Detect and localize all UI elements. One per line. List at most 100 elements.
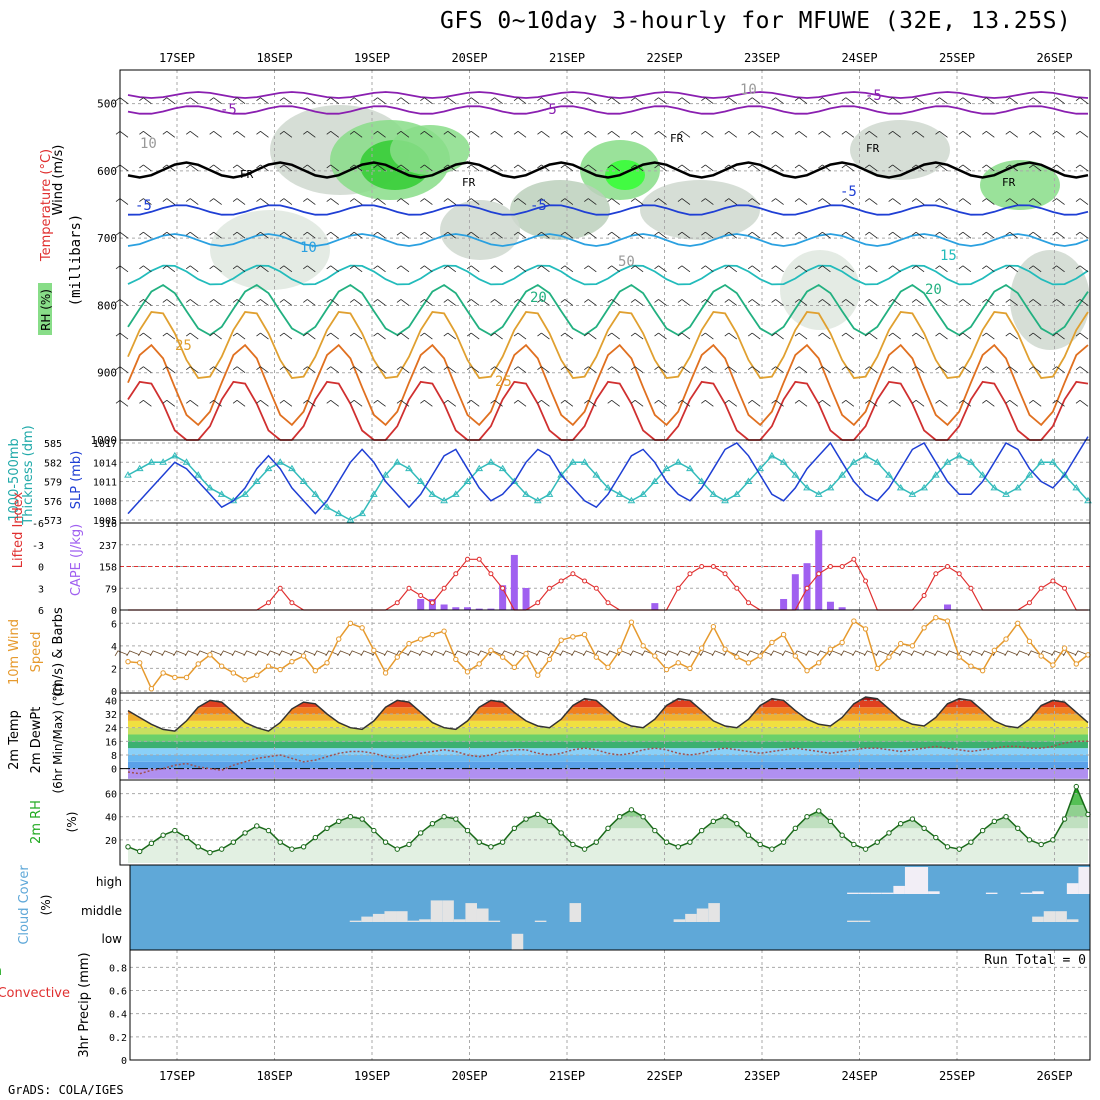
rh2m-line-marker — [1038, 841, 1044, 848]
rh-band — [128, 793, 1088, 806]
wind-speed-line-marker — [1038, 653, 1044, 659]
wind-speed-line-marker — [956, 654, 962, 660]
wind-barb — [513, 299, 527, 306]
rh2m-line-marker — [535, 811, 541, 818]
lifted-index-marker — [453, 571, 459, 577]
rh2m-line-marker — [675, 844, 681, 850]
wind-barb — [466, 332, 480, 340]
wind-barb — [794, 400, 808, 407]
wind-barb — [888, 198, 901, 205]
wind-barb — [196, 650, 211, 657]
wind-speed-line-marker — [125, 658, 131, 665]
wind-barb — [724, 198, 738, 205]
thickness-line-marker — [838, 471, 847, 478]
wind-barb — [256, 231, 269, 239]
wind-speed-line-marker — [897, 640, 904, 647]
wind-barb — [865, 299, 878, 306]
wind-barb — [442, 650, 456, 657]
rh2m-line-marker — [792, 825, 799, 831]
wind-barb — [373, 130, 386, 138]
rh2m-line-marker — [862, 846, 869, 852]
wind-barb — [1074, 650, 1089, 657]
rh2m-line-marker — [488, 844, 494, 850]
wind-barb — [139, 400, 152, 407]
lifted-index-marker — [745, 600, 751, 606]
wind-barb — [373, 400, 386, 407]
wind-barb — [771, 130, 784, 138]
contour-label: 10 — [740, 82, 757, 98]
wind-barb — [162, 164, 176, 172]
wind-barb — [982, 97, 995, 104]
wind-barb — [326, 299, 339, 306]
wind-barb — [407, 650, 421, 657]
thickness-line-marker — [732, 490, 741, 497]
wind-barb — [841, 299, 855, 306]
wind-barb — [396, 130, 410, 138]
wind-speed-line-marker — [453, 656, 459, 663]
wind-barb — [584, 130, 597, 138]
wind-barb — [513, 130, 527, 138]
lifted-index-marker — [921, 593, 927, 598]
cape-bar — [791, 574, 799, 610]
wind-speed-line-marker — [593, 654, 599, 660]
wind-barb — [396, 97, 410, 104]
cloud-cell-high — [881, 892, 894, 894]
lifted-index-marker — [956, 571, 962, 577]
wind-speed-line-marker — [745, 660, 752, 666]
temp-band — [128, 761, 1088, 769]
wind-barb — [115, 265, 129, 273]
thickness-line-marker — [170, 451, 179, 459]
wind-barb — [114, 650, 129, 657]
rh2m-line-marker — [160, 832, 166, 838]
wind-barb — [303, 366, 316, 374]
wind-barb — [771, 198, 784, 205]
wind-barb — [865, 164, 878, 172]
cape-bar — [651, 603, 659, 610]
wind-barb — [490, 97, 503, 104]
wind-speed-line-marker — [265, 663, 272, 669]
li-tick-label: -3 — [32, 541, 44, 552]
wind-barb — [958, 164, 972, 172]
left-label-total-rain: tal / Rain — [0, 964, 2, 979]
wind-speed-line-marker — [382, 670, 389, 676]
wind-barb — [888, 332, 901, 340]
wind-speed-line-marker — [991, 647, 998, 654]
lifted-index-marker — [277, 585, 283, 591]
wind-barb — [256, 332, 269, 340]
wind-barb — [982, 231, 995, 239]
wind-barb — [537, 400, 550, 407]
rh2m-line-marker — [464, 827, 471, 834]
rh2m-line-marker — [148, 840, 155, 847]
wind-speed-line-marker — [300, 653, 307, 659]
wind-speed-line-marker — [909, 643, 916, 649]
wind-barb — [677, 265, 691, 273]
wind-barb — [126, 650, 140, 657]
wind-barb — [771, 332, 784, 340]
wind-barb — [818, 299, 831, 306]
bottom-date-label: 26SEP — [1036, 1069, 1072, 1083]
wind-barb — [1005, 332, 1018, 340]
wind-barb — [654, 366, 667, 374]
wind-speed-line-marker — [371, 647, 377, 654]
wind-barb — [279, 366, 293, 374]
wind-barb — [794, 366, 808, 374]
wind-barb — [232, 164, 246, 172]
rh2m-line-marker — [804, 814, 810, 820]
thickness-line-marker — [557, 471, 566, 478]
wind-barb — [654, 400, 667, 407]
wind-barb — [1005, 366, 1018, 374]
wind-barb — [935, 400, 948, 407]
bottom-date-label: 25SEP — [939, 1069, 975, 1083]
wind-speed-line-marker — [417, 636, 424, 642]
wind-barb — [630, 97, 644, 104]
wind-barb — [278, 650, 293, 657]
thickness-line-marker — [252, 477, 261, 484]
wind-barb — [232, 400, 246, 407]
wind-barb — [443, 265, 457, 273]
wind-barb — [186, 400, 199, 407]
wind-barb — [701, 299, 714, 306]
wind-barb — [841, 400, 855, 407]
left-label-slp: SLP (mb) — [69, 451, 84, 510]
rh2m-line-marker — [137, 848, 143, 855]
wind-speed-line-marker — [523, 651, 529, 657]
